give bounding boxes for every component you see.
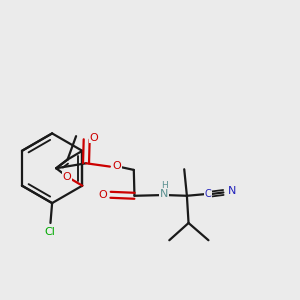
Text: O: O [90, 133, 98, 143]
Text: O: O [98, 190, 107, 200]
Text: N: N [160, 190, 168, 200]
Text: O: O [62, 172, 71, 182]
Text: Cl: Cl [44, 227, 55, 237]
Text: H: H [161, 181, 168, 190]
Text: C: C [204, 190, 211, 200]
Text: N: N [227, 186, 236, 196]
Text: O: O [113, 161, 122, 171]
